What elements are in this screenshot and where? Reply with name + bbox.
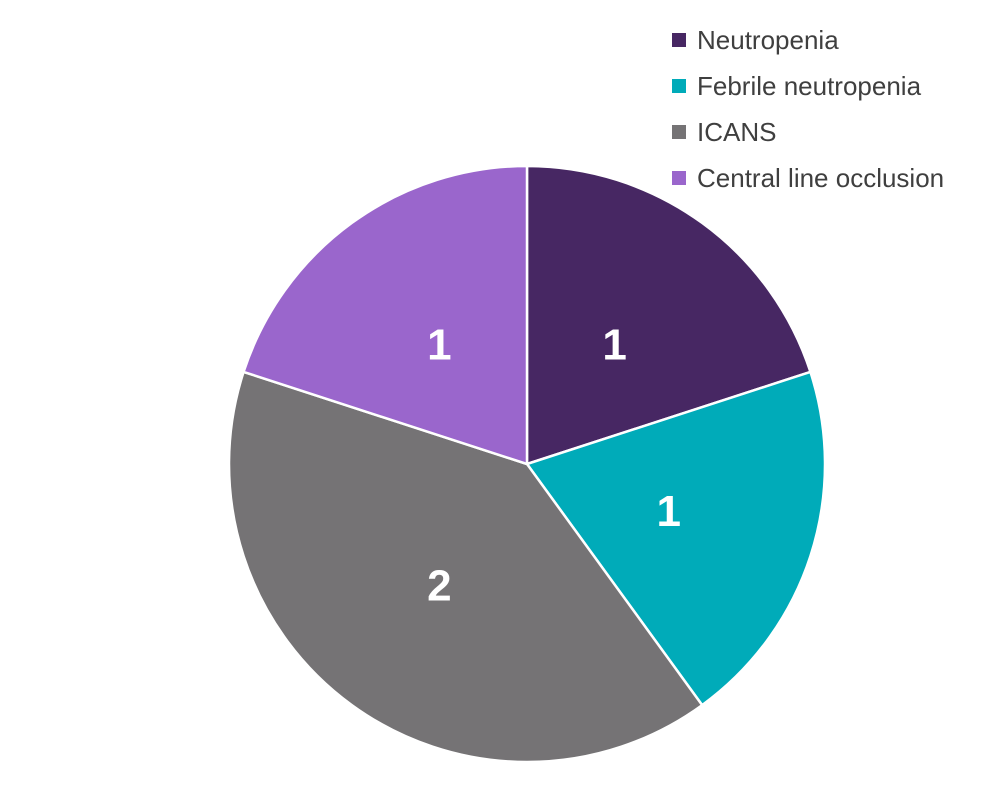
pie-slice-central-line-occlusion [242, 164, 529, 466]
pie-data-label-icans: 2 [427, 562, 451, 611]
legend-swatch-neutropenia [672, 33, 686, 47]
legend-swatch-febrile-neutropenia [672, 79, 686, 93]
legend-item-neutropenia: Neutropenia [672, 26, 944, 54]
legend-label: ICANS [697, 117, 777, 147]
pie-slice-febrile-neutropenia [525, 370, 827, 707]
legend-label: Febrile neutropenia [697, 71, 922, 101]
legend-label: Neutropenia [697, 25, 839, 55]
pie-slice-icans [227, 370, 704, 764]
legend-item-febrile-neutropenia: Febrile neutropenia [672, 72, 944, 100]
legend-item-central-line-occlusion: Central line occlusion [672, 164, 944, 192]
legend-label: Central line occlusion [697, 163, 945, 193]
pie-data-label-febrile-neutropenia: 1 [656, 487, 680, 536]
legend-swatch-icans [672, 125, 686, 139]
legend-item-icans: ICANS [672, 118, 944, 146]
pie-slice-neutropenia [525, 164, 812, 466]
chart-legend: Neutropenia Febrile neutropenia ICANS Centr… [672, 26, 944, 192]
pie-data-label-neutropenia: 1 [602, 321, 626, 370]
legend-swatch-central-line-occlusion [672, 171, 686, 185]
pie-data-label-central-line-occlusion: 1 [427, 321, 451, 370]
